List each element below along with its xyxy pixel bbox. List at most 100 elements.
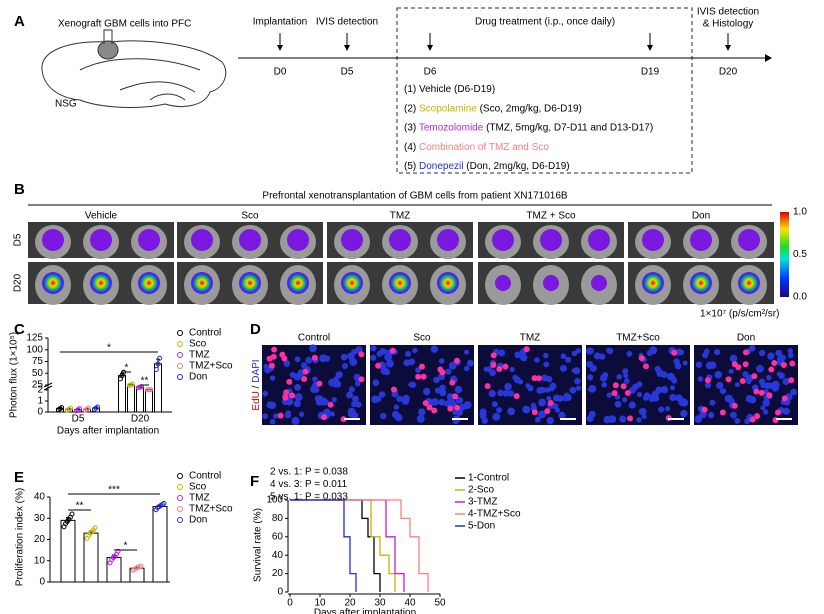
- edu-nucleus: [311, 354, 318, 361]
- y-tick-label: 60: [272, 531, 284, 542]
- nucleus: [370, 354, 377, 361]
- nucleus: [378, 391, 386, 398]
- data-point: [77, 406, 83, 412]
- edu-nucleus: [719, 409, 726, 416]
- sig-label: ***: [108, 485, 120, 496]
- treatment-item: (4) Combination of TMZ and Sco: [404, 142, 549, 153]
- treatment-detail: (TMZ, 5mg/kg, D7-D11 and D13-D17): [483, 122, 653, 133]
- nucleus: [760, 405, 766, 411]
- edu-nucleus: [742, 349, 749, 356]
- edu-nucleus: [781, 395, 788, 402]
- signal: [239, 229, 261, 251]
- edu-nucleus: [739, 377, 746, 384]
- edu-nucleus: [327, 401, 334, 408]
- nucleus: [332, 382, 338, 388]
- nucleus: [519, 353, 528, 362]
- signal: [341, 272, 363, 294]
- nucleus: [415, 367, 421, 373]
- nucleus: [445, 368, 452, 375]
- edu-nucleus: [627, 415, 634, 422]
- signal: [42, 229, 64, 251]
- nucleus: [565, 356, 572, 363]
- nucleus: [418, 408, 426, 416]
- bar: [145, 389, 153, 413]
- data-point: [115, 548, 121, 554]
- edu-nucleus: [277, 412, 284, 419]
- edu-nucleus: [742, 361, 749, 368]
- legend-swatch: [177, 374, 183, 380]
- nucleus: [549, 382, 557, 390]
- edu-nucleus: [358, 351, 365, 358]
- edu-nucleus: [282, 394, 289, 401]
- x-axis-label: Days after implantation: [314, 608, 416, 614]
- nucleus: [664, 406, 671, 412]
- edu-nucleus: [490, 352, 497, 359]
- panel-label: B: [14, 181, 25, 198]
- x-tick-label: D20: [131, 414, 150, 425]
- signal: [642, 272, 664, 294]
- nucleus: [756, 364, 764, 373]
- nucleus: [787, 352, 794, 359]
- nucleus: [543, 361, 550, 368]
- nucleus: [309, 344, 317, 353]
- nucleus: [509, 366, 515, 373]
- legend-swatch: [177, 352, 183, 358]
- signal: [191, 272, 213, 294]
- nucleus: [375, 396, 382, 403]
- nucleus: [439, 388, 447, 397]
- nucleus: [730, 411, 737, 419]
- nucleus: [380, 412, 387, 420]
- legend-label: Control: [189, 471, 221, 482]
- nucleus: [728, 368, 734, 374]
- site-label: Xenograft GBM cells into PFC: [58, 19, 191, 30]
- edu-nucleus: [316, 380, 323, 387]
- nucleus: [497, 389, 504, 397]
- treatment-item: (1) Vehicle (D6-D19): [404, 84, 495, 95]
- nucleus: [319, 354, 327, 363]
- edu-nucleus: [638, 355, 645, 362]
- legend-label: 1-Control: [468, 473, 509, 484]
- nucleus: [554, 407, 561, 413]
- x-axis-label: Days after implantation: [57, 426, 159, 437]
- colorbar: [780, 212, 789, 297]
- nucleus: [658, 406, 665, 413]
- nucleus: [729, 354, 738, 363]
- nucleus: [504, 382, 512, 391]
- nucleus: [573, 367, 581, 375]
- arrow-head: [344, 45, 350, 51]
- nucleus: [758, 349, 766, 357]
- nucleus: [678, 349, 685, 356]
- p-value: 5 vs. 1: P = 0.033: [270, 492, 348, 503]
- nucleus: [606, 347, 614, 355]
- event-label: IVIS detection: [316, 17, 378, 28]
- edu-nucleus: [513, 393, 520, 400]
- nucleus: [408, 381, 414, 388]
- data-point: [68, 405, 74, 411]
- nucleus: [405, 350, 412, 357]
- nucleus: [651, 390, 659, 397]
- nucleus: [766, 374, 772, 381]
- signal: [495, 275, 511, 291]
- nucleus: [787, 348, 793, 354]
- edu-nucleus: [279, 351, 286, 358]
- nucleus: [502, 390, 510, 397]
- nucleus: [614, 394, 621, 400]
- treatment-name: Temozolomide: [419, 122, 484, 133]
- nucleus: [463, 401, 472, 409]
- edu-nucleus: [531, 409, 538, 416]
- legend-label: 3-TMZ: [468, 497, 497, 508]
- x-tick-label: D5: [72, 414, 85, 425]
- nucleus: [776, 355, 785, 364]
- edu-nucleus: [704, 377, 711, 384]
- legend-swatch: [177, 330, 183, 336]
- nucleus: [262, 413, 268, 420]
- signal: [437, 272, 459, 294]
- nucleus: [763, 409, 769, 415]
- legend-label: 5-Don: [468, 521, 495, 532]
- nucleus: [454, 385, 463, 394]
- nucleus: [588, 410, 596, 418]
- nucleus: [438, 398, 446, 406]
- edu-nucleus: [624, 390, 631, 397]
- edu-nucleus: [768, 366, 775, 373]
